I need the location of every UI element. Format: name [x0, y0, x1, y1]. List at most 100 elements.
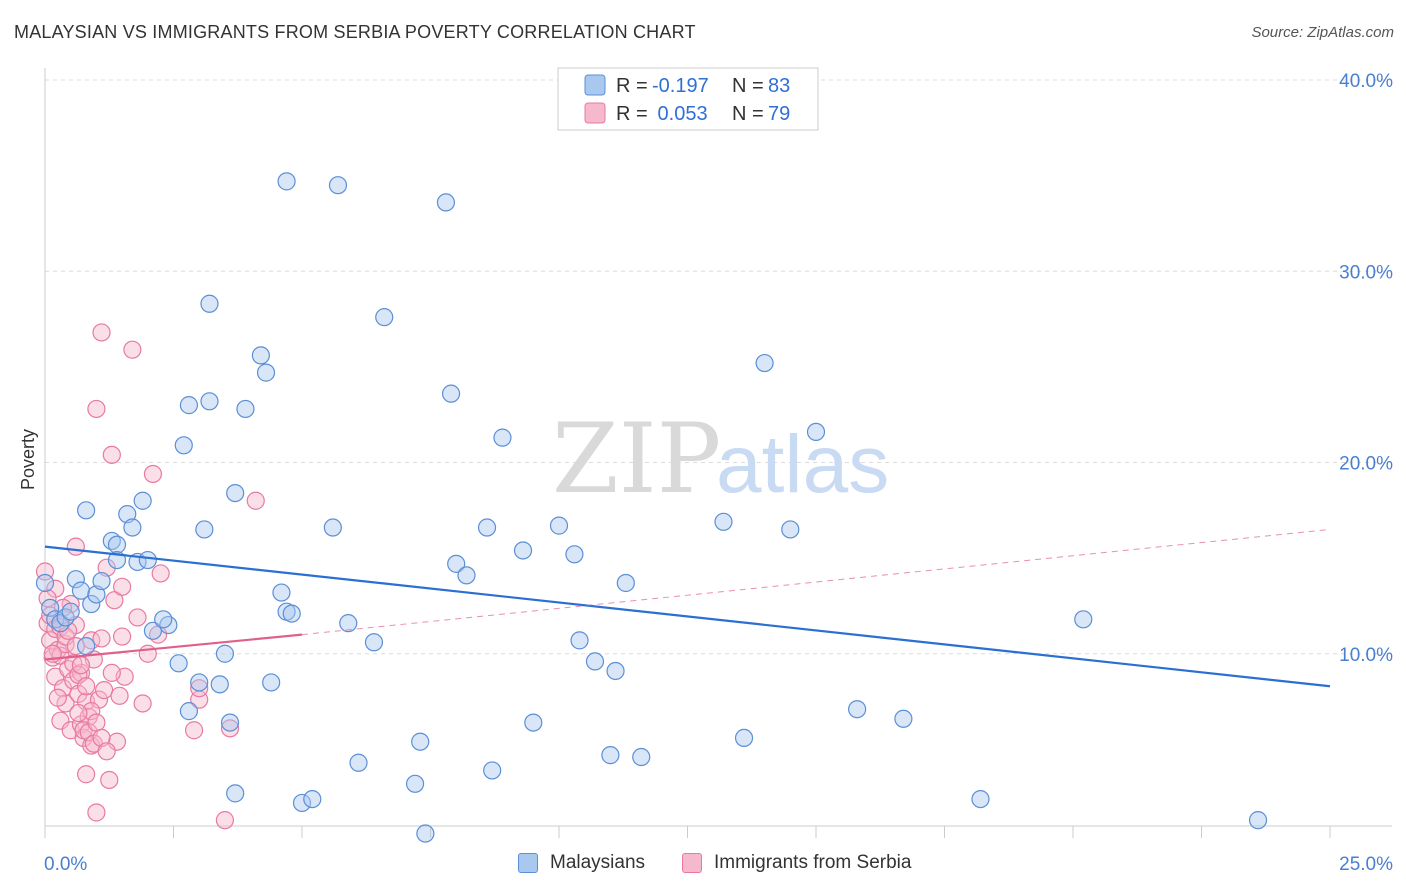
bottom-legend-item-serbia: Immigrants from Serbia — [682, 852, 911, 874]
bottom-legend-item-malaysians: Malaysians — [518, 852, 645, 874]
malaysians-point — [328, 176, 348, 195]
malaysians-point — [323, 518, 342, 537]
malaysians-point — [190, 673, 209, 692]
malaysians-point — [375, 308, 394, 327]
serbia-point — [74, 728, 93, 748]
bottom-legend-label-malaysians: Malaysians — [550, 852, 646, 873]
malaysians-point — [416, 824, 435, 843]
malaysians-point — [349, 753, 368, 772]
malaysians-point — [138, 550, 157, 570]
serbia-point — [102, 663, 121, 682]
serbia-point — [87, 399, 106, 419]
malaysians-point — [51, 614, 70, 633]
malaysians-point — [441, 384, 461, 403]
bottom-legend-swatch-pink — [682, 853, 702, 873]
malaysians-point — [87, 585, 106, 604]
malaysians-point — [277, 172, 296, 191]
trend-lines — [44, 528, 1331, 688]
serbia-point — [66, 636, 85, 656]
malaysians-point — [236, 399, 255, 419]
axis-ticks: 10.0% 20.0% 30.0% 40.0% 0.0% 25.0% — [44, 71, 1393, 875]
y-tick-label: 20.0% — [1339, 454, 1393, 475]
serbia-point — [215, 811, 234, 830]
malaysians-point — [256, 363, 276, 382]
legend-r-label-pink: R = — [616, 103, 648, 125]
serbia-trend-line — [44, 633, 303, 661]
malaysians-point — [734, 728, 754, 748]
malaysians-point — [806, 422, 826, 441]
malaysians-point — [483, 761, 502, 780]
malaysians-point — [606, 661, 625, 681]
malaysians-point — [154, 610, 173, 629]
watermark-zip: ZIP — [552, 403, 721, 515]
malaysians-point — [77, 501, 96, 520]
malaysians-point — [364, 633, 384, 652]
malaysians-point — [616, 573, 635, 593]
malaysians-point — [123, 518, 142, 537]
malaysians-point — [41, 598, 60, 617]
malaysians-point — [714, 512, 733, 531]
malaysians-point — [179, 396, 199, 415]
legend-n-value-blue: 83 — [768, 75, 790, 97]
malaysians-point — [894, 709, 913, 728]
malaysians-point — [493, 428, 512, 447]
serbia-point — [102, 445, 121, 464]
malaysians-point — [159, 615, 178, 635]
malaysians-point — [339, 614, 358, 633]
malaysians-point — [174, 436, 193, 455]
malaysians-point — [292, 793, 312, 813]
bottom-legend-label-serbia: Immigrants from Serbia — [714, 852, 912, 873]
serbia-point — [97, 742, 116, 761]
bottom-legend-swatch-blue — [518, 853, 538, 873]
x-tick-label: 0.0% — [44, 854, 87, 875]
serbia-point — [112, 627, 132, 646]
legend-r-value-blue: -0.197 — [652, 75, 709, 97]
malaysians-point — [848, 700, 867, 719]
malaysians-point — [220, 713, 240, 732]
serbia-point — [87, 713, 106, 732]
chart-title: MALAYSIAN VS IMMIGRANTS FROM SERBIA POVE… — [14, 22, 696, 42]
malaysians-point — [56, 608, 75, 627]
malaysians-point — [35, 573, 55, 593]
gridlines — [45, 79, 1392, 655]
malaysians-point — [77, 636, 96, 656]
serbia-point — [246, 491, 265, 510]
malaysians-point — [1248, 811, 1268, 830]
serbia-point — [92, 629, 111, 648]
serbia-point — [71, 663, 91, 682]
source-label: Source: ZipAtlas.com — [1251, 24, 1394, 41]
malaysians-point — [570, 631, 589, 650]
legend-swatch-pink — [584, 102, 606, 124]
malaysians-point — [632, 747, 651, 767]
serbia-point — [138, 644, 157, 663]
serbia-point — [92, 728, 111, 748]
malaysians-point — [179, 702, 199, 721]
malaysians-point — [524, 713, 543, 732]
malaysians-point — [1074, 610, 1093, 629]
malaysians-point — [457, 566, 476, 585]
malaysians-point — [971, 789, 990, 809]
legend-n-value-pink: 79 — [768, 103, 790, 125]
malaysians-point — [477, 518, 497, 537]
serbia-trend-extension — [301, 528, 1331, 636]
malaysians-point — [282, 604, 301, 623]
malaysians-point — [200, 392, 219, 411]
malaysians-point — [226, 784, 245, 803]
malaysians-point — [215, 644, 234, 663]
y-tick-label: 30.0% — [1339, 262, 1393, 283]
malaysians-point — [601, 746, 620, 765]
serbia-point — [77, 765, 96, 784]
legend-r-value-pink: 0.053 — [652, 103, 708, 125]
malaysians-point — [210, 675, 229, 694]
serbia-point — [71, 656, 91, 675]
legend-n-label-pink: N = — [732, 103, 764, 125]
malaysians-point — [92, 571, 111, 591]
serbia-point — [69, 703, 88, 723]
series-malaysians-points — [35, 172, 1268, 843]
serbia-point — [46, 579, 65, 598]
legend-swatch-blue — [584, 74, 606, 96]
malaysians-point — [272, 583, 291, 602]
malaysians-point — [107, 535, 127, 554]
serbia-point — [69, 684, 88, 704]
serbia-point — [77, 677, 96, 696]
